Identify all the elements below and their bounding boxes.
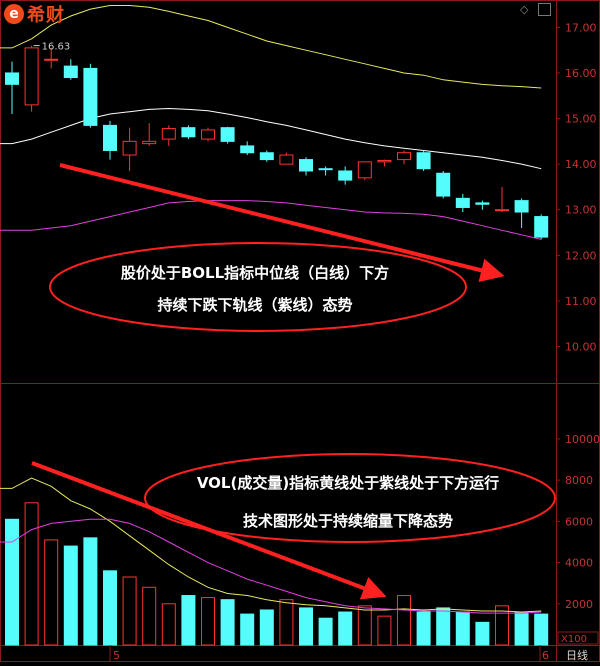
candle-down <box>220 127 235 142</box>
candle-up <box>142 140 157 145</box>
candle-up <box>279 154 294 165</box>
volume-bar-down <box>63 545 78 646</box>
volume-bar-up <box>122 576 137 646</box>
price-annotation-ellipse <box>49 242 467 332</box>
volume-bar-up <box>279 599 294 646</box>
candle-up <box>377 159 392 163</box>
boll-upper-line <box>0 5 542 89</box>
price-tick-label: 11.00 <box>565 295 597 308</box>
candle-down <box>83 67 98 126</box>
vol-tick-label: 6000 <box>565 515 593 528</box>
volume-bar-down <box>103 570 117 646</box>
candle-up <box>161 128 176 140</box>
price-tick-label: 12.00 <box>565 249 597 262</box>
vol-annotation-line1: VOL(成交量)指标黄线处于紫线处于下方运行 <box>196 474 500 492</box>
price-annotation-line1: 股价处于BOLL指标中位线（白线）下方 <box>120 264 390 282</box>
volume-bar-down <box>220 599 235 646</box>
vol-ma-yellow-line <box>0 477 542 613</box>
volume-bar-up <box>24 502 39 646</box>
volume-bar-down <box>455 611 470 646</box>
candle-up <box>24 47 39 106</box>
vol-annotation-ellipse <box>144 453 556 543</box>
vol-tick-label: 2000 <box>565 598 593 611</box>
diamond-icon[interactable]: ◇ <box>520 3 529 16</box>
x-tick-right-label: 6 <box>542 649 549 662</box>
volume-bar-up <box>397 595 411 646</box>
volume-bar-up <box>44 539 59 646</box>
max-price-label: 16.63 <box>42 42 71 53</box>
volume-bar-up <box>142 586 157 646</box>
vol-unit-box <box>557 631 599 645</box>
candle-up <box>397 152 411 161</box>
vol-tick-label: 4000 <box>565 557 593 570</box>
volume-bar-down <box>475 621 490 646</box>
vol-tick-label: 8000 <box>565 474 593 487</box>
candle-down <box>240 145 255 154</box>
volume-bar-down <box>514 611 529 646</box>
vol-annotation-line2: 技术图形处于持续缩量下降态势 <box>242 512 453 530</box>
candle-up <box>44 58 59 61</box>
candle-down <box>416 152 431 170</box>
candle-down <box>436 172 451 197</box>
candle-down <box>514 200 529 213</box>
volume-bar-down <box>259 609 274 646</box>
candle-down <box>318 168 333 171</box>
candle-down <box>181 127 196 138</box>
price-tick-label: 17.00 <box>565 21 597 34</box>
volume-bar-up <box>357 605 372 646</box>
candle-down <box>299 159 313 172</box>
candle-up <box>357 161 372 179</box>
candle-up <box>201 129 215 140</box>
vol-unit-label: X100 <box>561 634 587 645</box>
xicai-logo: e 希财 <box>4 2 86 26</box>
volume-bar-up <box>161 603 176 646</box>
candle-down <box>455 197 470 208</box>
price-tick-label: 15.00 <box>565 113 597 126</box>
volume-bar-down <box>83 537 98 646</box>
volume-bar-down <box>436 607 451 646</box>
vol-tick-label: 10000 <box>565 433 600 446</box>
candle-up <box>122 140 137 156</box>
candle-down <box>63 65 78 79</box>
candle-down <box>5 72 19 85</box>
volume-bar-up <box>495 605 509 646</box>
maximize-button[interactable] <box>538 3 551 16</box>
price-tick-label: 10.00 <box>565 341 597 354</box>
volume-bar-down <box>299 607 313 646</box>
candle-down <box>103 124 117 151</box>
volume-bar-down <box>318 617 333 646</box>
candle-down <box>338 170 353 181</box>
volume-bar-down <box>534 613 549 646</box>
logo-text: 希财 <box>27 5 65 26</box>
volume-bar-down <box>240 613 255 646</box>
price-tick-label: 13.00 <box>565 204 597 217</box>
price-annotation-line2: 持续下跌下轨线（紫线）态势 <box>157 296 353 314</box>
boll-lower-line <box>0 200 542 240</box>
candle-down <box>534 216 549 238</box>
volume-bar-up <box>201 597 215 646</box>
price-tick-label: 16.00 <box>565 67 597 80</box>
price-tick-label: 14.00 <box>565 158 597 171</box>
price-trend-arrow <box>59 163 505 282</box>
volume-bar-down <box>5 518 19 646</box>
candle-down <box>475 202 490 205</box>
candle-up <box>495 209 509 212</box>
volume-bar-down <box>416 611 431 646</box>
volume-bar-up <box>377 615 392 646</box>
volume-bar-down <box>181 595 196 646</box>
volume-bar-down <box>338 611 353 646</box>
x-tick-left-label: 5 <box>113 649 120 662</box>
logo-mark-icon: e <box>4 4 24 24</box>
vol-ma-purple-line <box>0 518 542 614</box>
period-label: 日线 <box>566 648 588 662</box>
candle-down <box>259 152 274 161</box>
